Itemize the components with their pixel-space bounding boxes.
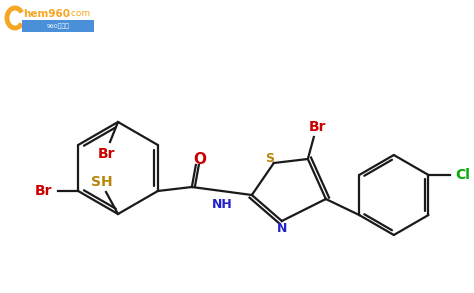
Text: N: N (277, 222, 287, 236)
Bar (6, 6, 106, 30)
Text: Br: Br (98, 147, 116, 161)
Text: Br: Br (309, 120, 327, 134)
Text: O: O (193, 151, 206, 166)
Text: hem960: hem960 (23, 9, 70, 19)
Text: Cl: Cl (455, 168, 470, 182)
Text: SH: SH (91, 175, 113, 189)
Bar (22, 20, 94, 32)
Text: .com: .com (68, 9, 90, 18)
Text: Br: Br (35, 184, 52, 198)
Text: NH: NH (211, 198, 232, 212)
Text: S: S (265, 152, 274, 166)
Text: 960化工网: 960化工网 (46, 23, 70, 29)
